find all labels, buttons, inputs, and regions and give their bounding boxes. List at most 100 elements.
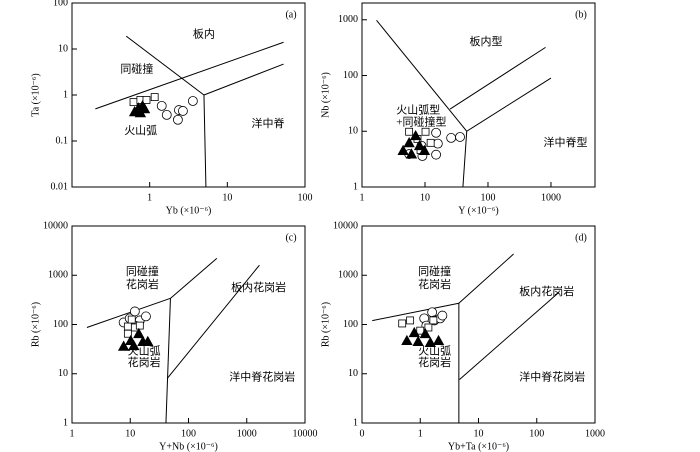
y-tick-label: 100 [53, 0, 68, 8]
x-tick-label: 1 [147, 192, 152, 203]
boundary-line [203, 63, 284, 96]
region-label: 板内型 [470, 34, 503, 48]
region-label: 板内花岗岩 [519, 284, 574, 298]
y-tick-label: 1000 [48, 270, 68, 281]
region-label: 板内花岗岩 [231, 280, 286, 294]
y-tick-label: 0.1 [56, 135, 69, 146]
point [424, 323, 433, 332]
x-tick-label: 0 [360, 428, 365, 439]
point [429, 316, 438, 325]
point [133, 327, 145, 339]
point [401, 334, 413, 346]
point [419, 327, 431, 339]
y-tick-label: 10 [348, 126, 358, 137]
region-label: 火山弧 [124, 123, 157, 137]
panel-label: (d) [575, 232, 587, 243]
region-label: 洋中脊型 [543, 135, 587, 149]
point [150, 93, 159, 102]
y-axis-label: Rb (×10⁻⁶) [30, 302, 41, 347]
point [161, 109, 172, 120]
y-axis-label: Rb (×10⁻⁶) [320, 302, 331, 347]
region-label: 花岗岩 [128, 355, 161, 369]
point [128, 339, 140, 351]
y-tick-label: 1 [63, 417, 68, 428]
point [156, 100, 167, 111]
point [397, 144, 409, 155]
y-tick-label: 100 [343, 319, 358, 330]
x-tick-label: 1000 [237, 428, 257, 439]
y-tick-label: 1 [63, 89, 68, 100]
x-tick-label: 1 [70, 428, 75, 439]
panel-label: (a) [285, 9, 296, 20]
boundary-line [462, 131, 468, 188]
boundary-line [86, 297, 171, 328]
region-label: 花岗岩 [418, 355, 451, 369]
y-tick-label: 1 [353, 417, 358, 428]
boundary-line [95, 41, 284, 110]
boundary-line [372, 302, 459, 322]
region-label: 火山弧型 [396, 103, 440, 117]
point [412, 335, 424, 346]
point [427, 307, 438, 318]
y-tick-label: 10 [58, 368, 68, 379]
boundary-line [466, 77, 552, 132]
x-tick-label: 100 [181, 428, 196, 439]
x-tick-label: 10 [125, 428, 135, 439]
point [437, 310, 448, 321]
point [431, 149, 441, 160]
panel: 1 10 100 1000 1 10 100 1000 Y (×10⁻⁶) Nb (×10⁻⁶) (… [320, 2, 596, 216]
y-tick-label: 100 [343, 70, 358, 81]
boundary-line [203, 94, 207, 188]
boundary-line [449, 46, 546, 110]
point [117, 340, 130, 351]
boundary-line [166, 264, 260, 379]
y-tick-label: 10000 [43, 220, 68, 231]
y-tick-label: 10 [58, 43, 68, 54]
point [123, 329, 132, 338]
x-tick-label: 100 [480, 192, 495, 203]
point [408, 326, 420, 338]
point [406, 316, 415, 325]
region-label: 同碰撞 [120, 62, 153, 76]
point [129, 306, 140, 317]
x-axis-label: Y+Nb (×10⁻⁶) [159, 441, 218, 452]
point [418, 144, 431, 155]
boundary-line [170, 258, 218, 299]
panel: 1 10 100 0.01 0.1 1 10 100 Yb (×10⁻⁶) Ta (×10⁻⁶) (… [30, 0, 312, 216]
point [142, 335, 154, 346]
boundary-line [125, 35, 205, 96]
x-tick-label: 1 [360, 192, 365, 203]
point [127, 315, 136, 324]
point [138, 103, 151, 114]
boundary-line [459, 291, 560, 380]
point [409, 129, 422, 141]
point [446, 133, 457, 143]
region-label: 板内 [193, 27, 215, 41]
point [432, 334, 445, 346]
point [424, 336, 437, 347]
x-axis-label: Y (×10⁻⁶) [458, 205, 498, 216]
y-axis-label: Ta (×10⁻⁶) [30, 73, 41, 116]
point [123, 322, 132, 331]
x-tick-label: 1000 [541, 192, 561, 203]
y-tick-label: 1000 [338, 14, 358, 25]
region-label: 花岗岩 [418, 277, 451, 291]
x-tick-label: 1000 [585, 428, 605, 439]
boundary-line [376, 19, 468, 132]
point [405, 127, 414, 136]
region-label: 同碰撞 [126, 264, 159, 278]
region-label: 洋中脊 [252, 116, 285, 130]
point [413, 139, 426, 151]
y-tick-label: 1000 [338, 270, 358, 281]
plot-frame [361, 2, 596, 188]
y-tick-label: 10 [348, 368, 358, 379]
panel: 1 10 100 1000 10000 1 10 100 1000 10000 Y+Nb (×10⁻… [30, 220, 317, 452]
region-label: +同碰撞型 [396, 115, 446, 129]
plot-frame [71, 225, 306, 424]
region-label: 花岗岩 [126, 277, 159, 291]
panel-label: (b) [575, 9, 587, 20]
point [141, 311, 151, 322]
x-tick-label: 10 [420, 192, 430, 203]
boundary-line [458, 253, 514, 304]
